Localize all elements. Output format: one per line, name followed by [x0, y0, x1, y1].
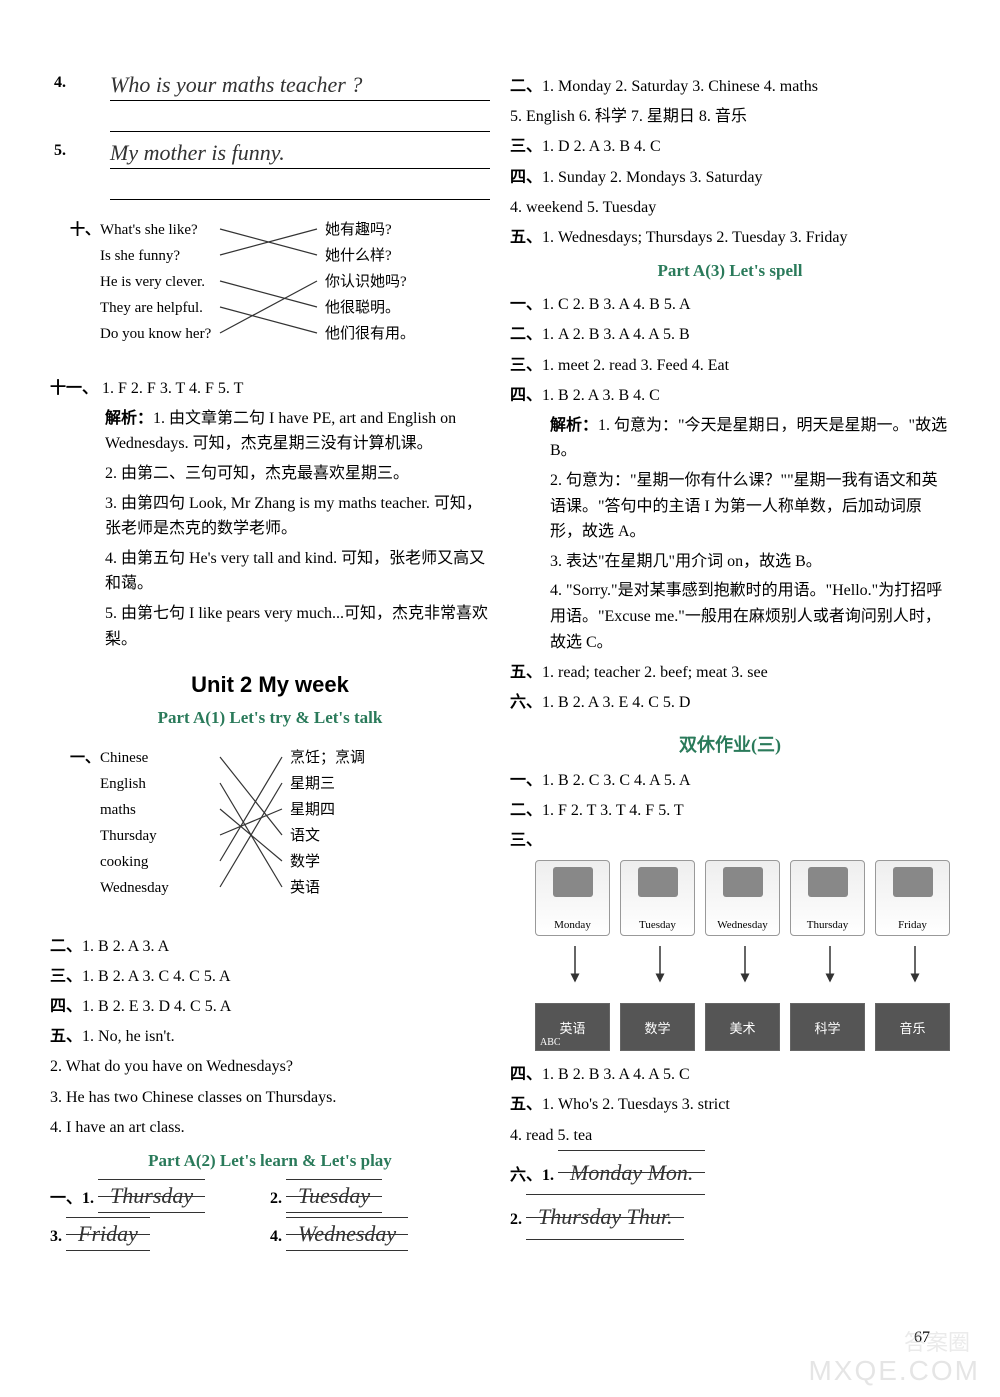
- svg-text:Thursday: Thursday: [100, 828, 157, 844]
- hw3-s5-line2: 4. read 5. tea: [510, 1122, 950, 1149]
- r-sec2: 二、1. Monday 2. Saturday 3. Chinese 4. ma…: [510, 73, 950, 100]
- svg-text:他很聪明。: 他很聪明。: [325, 299, 400, 316]
- svg-text:她有趣吗?: 她有趣吗?: [325, 221, 392, 238]
- svg-text:数学: 数学: [290, 853, 320, 870]
- q4-number: 4.: [54, 74, 66, 92]
- svg-text:烹饪；烹调: 烹饪；烹调: [290, 748, 365, 766]
- homework-3-title: 双休作业(三): [510, 731, 950, 757]
- part-a2-title: Part A(2) Let's learn & Let's play: [50, 1151, 490, 1171]
- svg-text:英语: 英语: [290, 878, 320, 896]
- svg-text:Chinese: Chinese: [100, 750, 149, 766]
- a3-s2: 二、1. A 2. B 3. A 4. A 5. B: [510, 321, 950, 348]
- match-arrows: [535, 946, 955, 986]
- hw3-s4: 四、1. B 2. B 3. A 4. A 5. C: [510, 1061, 950, 1088]
- day-card: Wednesday: [705, 860, 780, 936]
- svg-text:maths: maths: [100, 802, 136, 818]
- q4-answer: Who is your maths teacher ?: [110, 72, 362, 97]
- section-11-answers: 十一、 1. F 2. F 3. T 4. F 5. T: [50, 375, 490, 402]
- part-a1-title: Part A(1) Let's try & Let's talk: [50, 708, 490, 728]
- svg-text:English: English: [100, 776, 146, 792]
- section-10: 十、What's she like? Is she funny? He is ver…: [50, 210, 490, 371]
- svg-text:十、: 十、: [70, 220, 100, 238]
- hw3-s3-prefix: 三、: [510, 827, 950, 854]
- hw3-s5: 五、1. Who's 2. Tuesdays 3. strict: [510, 1091, 950, 1118]
- svg-text:星期三: 星期三: [290, 775, 335, 792]
- svg-text:Wednesday: Wednesday: [100, 880, 169, 896]
- subject-card: 音乐: [875, 1003, 950, 1051]
- svg-text:她什么样?: 她什么样?: [325, 247, 392, 264]
- subject-card: 科学: [790, 1003, 865, 1051]
- subject-card: 美术: [705, 1003, 780, 1051]
- svg-text:They are helpful.: They are helpful.: [100, 300, 203, 316]
- day-card: Monday: [535, 860, 610, 936]
- a3-s4: 四、1. B 2. A 3. B 4. C: [510, 382, 950, 409]
- watermark-logo: 答案圈: [904, 1325, 970, 1357]
- svg-text:一、: 一、: [70, 750, 100, 766]
- svg-text:语文: 语文: [290, 827, 320, 844]
- match-diagram-10: 十、What's she like? Is she funny? He is ver…: [70, 216, 450, 356]
- svg-text:星期四: 星期四: [290, 801, 335, 818]
- hw3-s6-fills: 六、1. Monday Mon.2. Thursday Thur.: [510, 1152, 950, 1238]
- subject-cards-row: 英语ABC数学美术科学音乐: [535, 1003, 950, 1051]
- subject-card: 英语ABC: [535, 1003, 610, 1051]
- left-column: 4. Who is your maths teacher ? 5. My mot…: [50, 70, 490, 1249]
- hw3-s2: 二、1. F 2. T 3. T 4. F 5. T: [510, 797, 950, 824]
- part-a3-title: Part A(3) Let's spell: [510, 261, 950, 281]
- watermark-text: MXQE.COM: [808, 1355, 980, 1387]
- hw3-s1: 一、1. B 2. C 3. C 4. A 5. A: [510, 767, 950, 794]
- part-a1-section-1: 一、Chinese English maths Thursday cooking Wedn…: [50, 738, 490, 929]
- a3-s1: 一、1. C 2. B 3. A 4. B 5. A: [510, 291, 950, 318]
- a3-s6: 六、1. B 2. A 3. E 4. C 5. D: [510, 689, 950, 716]
- question-4: 4. Who is your maths teacher ?: [80, 74, 490, 132]
- a3-s4-analysis: 解析：1. 句意为："今天是星期日，明天是星期一。"故选 B。2. 句意为："星…: [550, 413, 950, 655]
- a3-s5: 五、1. read; teacher 2. beef; meat 3. see: [510, 659, 950, 686]
- r-sec5: 五、1. Wednesdays; Thursdays 2. Tuesday 3.…: [510, 224, 950, 251]
- day-card: Thursday: [790, 860, 865, 936]
- right-column: 二、1. Monday 2. Saturday 3. Chinese 4. ma…: [510, 70, 950, 1249]
- r-sec4-line2: 4. weekend 5. Tuesday: [510, 194, 950, 221]
- svg-text:He is very clever.: He is very clever.: [100, 274, 205, 290]
- svg-text:Do you know her?: Do you know her?: [100, 326, 212, 342]
- a1-sec2: 二、1. B 2. A 3. A: [50, 933, 490, 960]
- section-11-analysis: 解析：1. 由文章第二句 I have PE, art and English …: [105, 406, 490, 652]
- q5-number: 5.: [54, 142, 66, 160]
- svg-text:cooking: cooking: [100, 854, 149, 870]
- a3-s3: 三、1. meet 2. read 3. Feed 4. Eat: [510, 352, 950, 379]
- a1-sec5: 五、1. No, he isn't.2. What do you have on…: [50, 1023, 490, 1141]
- svg-text:你认识她吗?: 你认识她吗?: [325, 273, 407, 290]
- svg-text:他们很有用。: 他们很有用。: [325, 325, 415, 342]
- svg-text:What's she like?: What's she like?: [100, 222, 198, 238]
- day-card: Friday: [875, 860, 950, 936]
- day-card: Tuesday: [620, 860, 695, 936]
- a1-sec4: 四、1. B 2. E 3. D 4. C 5. A: [50, 993, 490, 1020]
- a2-sec1-fills: 一、1. Thursday2. Tuesday3. Friday4. Wedne…: [50, 1181, 490, 1249]
- r-sec3: 三、1. D 2. A 3. B 4. C: [510, 133, 950, 160]
- r-sec2-line2: 5. English 6. 科学 7. 星期日 8. 音乐: [510, 103, 950, 130]
- svg-text:Is she funny?: Is she funny?: [100, 248, 180, 264]
- q5-answer: My mother is funny.: [110, 140, 285, 165]
- day-cards-row: MondayTuesdayWednesdayThursdayFriday: [535, 860, 950, 936]
- match-diagram-a1: 一、Chinese English maths Thursday cooking Wedn…: [70, 744, 390, 914]
- a1-sec3: 三、1. B 2. A 3. C 4. C 5. A: [50, 963, 490, 990]
- unit-2-title: Unit 2 My week: [50, 672, 490, 698]
- subject-card: 数学: [620, 1003, 695, 1051]
- question-5: 5. My mother is funny.: [80, 142, 490, 200]
- r-sec4: 四、1. Sunday 2. Mondays 3. Saturday: [510, 164, 950, 191]
